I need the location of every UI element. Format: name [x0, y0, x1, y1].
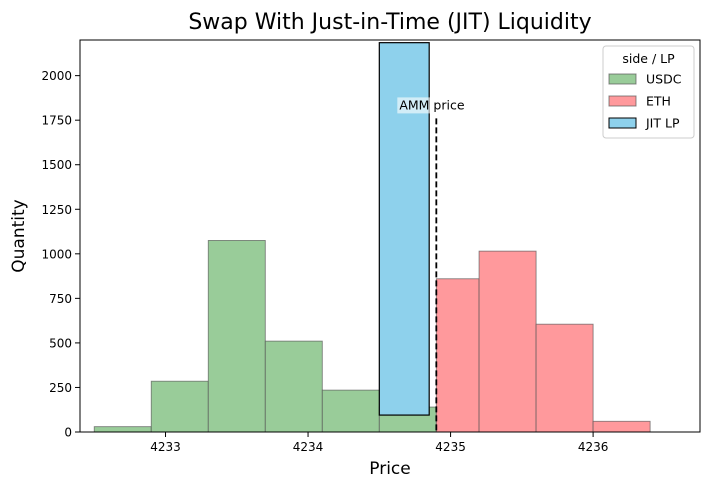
bar-eth-2	[535, 323, 594, 433]
legend-swatch-eth	[608, 95, 637, 107]
legend-swatch-usdc	[608, 73, 637, 85]
legend-swatch-jit-lp	[608, 117, 637, 129]
bar-eth-1	[478, 250, 537, 433]
y-tick-label: 1250	[41, 203, 72, 217]
bar-usdc-1	[150, 380, 209, 433]
bar-usdc-4	[321, 389, 380, 433]
y-axis-ticks: 0 250 500 750 1000 1250 1500 1750 2000	[41, 69, 80, 440]
legend-frame	[602, 45, 695, 139]
y-tick-label: 750	[49, 292, 72, 306]
x-tick-label: 4234	[293, 440, 324, 454]
bar-usdc-0	[93, 426, 152, 433]
bar-usdc-2	[207, 240, 266, 433]
legend-label-jit-lp: JIT LP	[645, 116, 680, 131]
bar-eth-0	[435, 278, 480, 433]
y-tick-label: 0	[64, 426, 72, 440]
y-tick-label: 1750	[41, 114, 72, 128]
annotation-layer: AMM price	[397, 97, 472, 432]
x-axis-label: Price	[369, 459, 410, 479]
x-axis-ticks: 4233 4234 4235 4236	[150, 432, 608, 454]
y-tick-label: 250	[49, 381, 72, 395]
legend-title: side / LP	[622, 51, 675, 66]
amm-price-label-bg	[397, 97, 472, 114]
legend: side / LP USDC ETH JIT LP	[602, 45, 695, 139]
x-tick-label: 4235	[435, 440, 466, 454]
bar-eth-3	[592, 420, 651, 433]
y-tick-label: 1500	[41, 158, 72, 172]
chart-title: Swap With Just-in-Time (JIT) Liquidity	[188, 10, 591, 35]
plot-frame	[79, 39, 701, 433]
x-tick-label: 4233	[150, 440, 181, 454]
legend-label-eth: ETH	[646, 94, 671, 109]
legend-label-usdc: USDC	[646, 72, 682, 87]
y-tick-label: 500	[49, 336, 72, 350]
amm-price-label: AMM price	[399, 97, 465, 112]
bars-layer	[93, 42, 651, 433]
y-axis-label: Quantity	[9, 199, 29, 272]
x-tick-label: 4236	[578, 440, 609, 454]
bar-usdc-3	[264, 340, 323, 433]
y-tick-label: 2000	[41, 69, 72, 83]
y-tick-label: 1000	[41, 247, 72, 261]
